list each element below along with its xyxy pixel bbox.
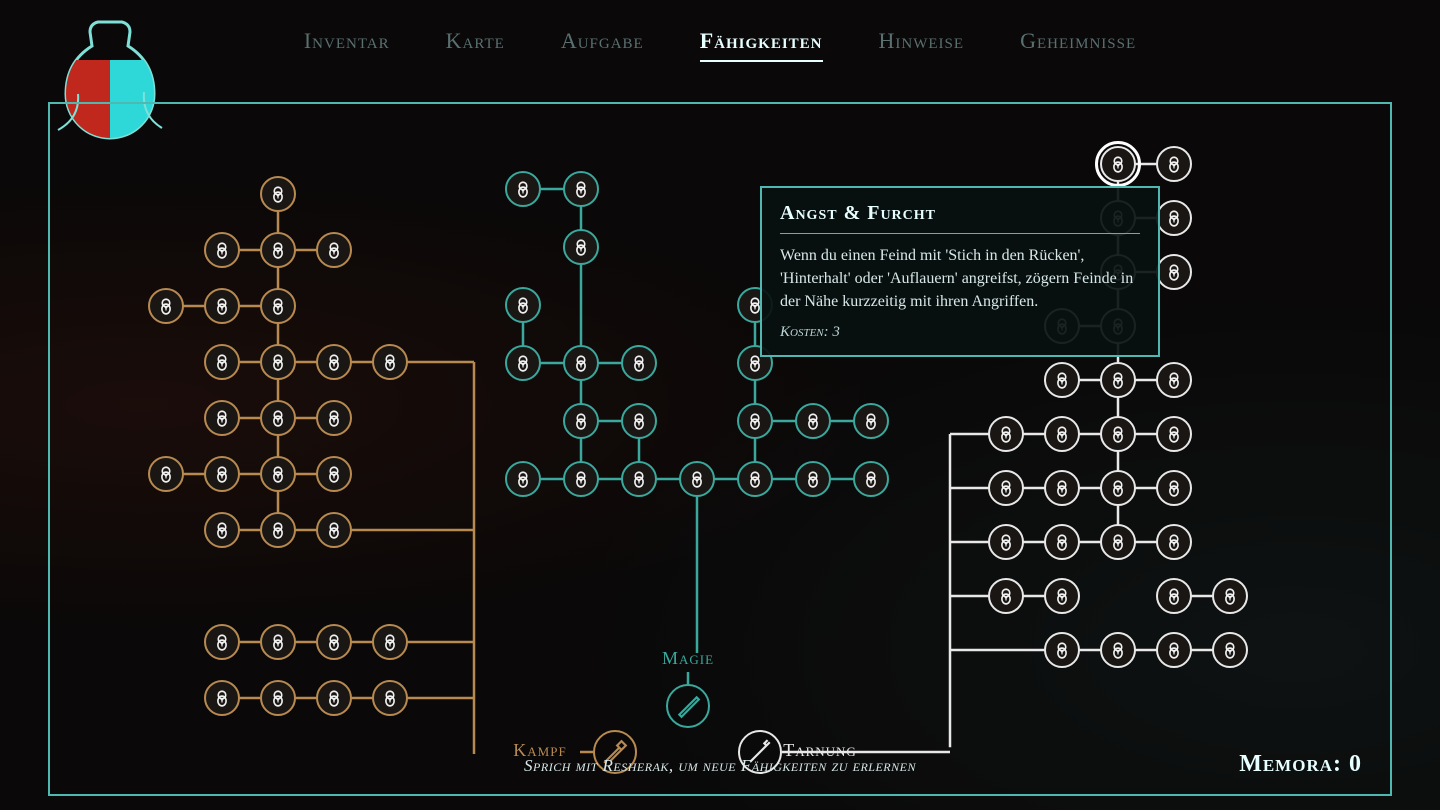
skill-node-c14[interactable] bbox=[316, 400, 352, 436]
skill-node-c16[interactable] bbox=[204, 456, 240, 492]
skill-node-s10[interactable] bbox=[1100, 362, 1136, 398]
skill-node-s17[interactable] bbox=[1044, 470, 1080, 506]
skill-tree-frame: KampfMagieTarnung Angst & Furcht Wenn du… bbox=[48, 102, 1392, 796]
nav-tab-hinweise[interactable]: Hinweise bbox=[879, 28, 965, 62]
nav-tab-aufgabe[interactable]: Aufgabe bbox=[561, 28, 644, 62]
skill-node-c19[interactable] bbox=[204, 512, 240, 548]
skill-node-m7[interactable] bbox=[563, 345, 599, 381]
skill-node-c2[interactable] bbox=[204, 232, 240, 268]
skill-node-c1[interactable] bbox=[260, 176, 296, 212]
skill-node-s2[interactable] bbox=[1156, 146, 1192, 182]
skill-node-c26[interactable] bbox=[204, 680, 240, 716]
skill-node-c13[interactable] bbox=[260, 400, 296, 436]
skill-node-s21[interactable] bbox=[1044, 524, 1080, 560]
skill-node-c27[interactable] bbox=[260, 680, 296, 716]
skill-node-s22[interactable] bbox=[1100, 524, 1136, 560]
skill-node-c5[interactable] bbox=[148, 288, 184, 324]
skill-node-c23[interactable] bbox=[260, 624, 296, 660]
skill-node-s27[interactable] bbox=[1212, 578, 1248, 614]
skill-node-c8[interactable] bbox=[204, 344, 240, 380]
tree-root-magic[interactable] bbox=[666, 684, 710, 728]
skill-node-c3[interactable] bbox=[260, 232, 296, 268]
top-nav: Inventar Karte Aufgabe Fähigkeiten Hinweise G… bbox=[0, 28, 1440, 62]
skill-node-c28[interactable] bbox=[316, 680, 352, 716]
nav-tab-geheimnisse[interactable]: Geheimnisse bbox=[1020, 28, 1136, 62]
skill-node-s13[interactable] bbox=[1044, 416, 1080, 452]
memora-counter: Memora: 0 bbox=[1239, 751, 1362, 778]
tooltip-body: Wenn du einen Feind mit 'Stich in den Rü… bbox=[780, 244, 1140, 314]
skill-node-c25[interactable] bbox=[372, 624, 408, 660]
skill-node-c24[interactable] bbox=[316, 624, 352, 660]
skill-node-s31[interactable] bbox=[1212, 632, 1248, 668]
skill-node-s16[interactable] bbox=[988, 470, 1024, 506]
skill-node-c29[interactable] bbox=[372, 680, 408, 716]
skill-node-m12[interactable] bbox=[737, 403, 773, 439]
skill-node-m17[interactable] bbox=[621, 461, 657, 497]
skill-node-c9[interactable] bbox=[260, 344, 296, 380]
skill-node-s20[interactable] bbox=[988, 524, 1024, 560]
skill-tooltip: Angst & Furcht Wenn du einen Feind mit '… bbox=[760, 186, 1160, 357]
skill-node-c18[interactable] bbox=[316, 456, 352, 492]
skill-node-s23[interactable] bbox=[1156, 524, 1192, 560]
skill-node-m6[interactable] bbox=[505, 345, 541, 381]
skill-node-c12[interactable] bbox=[204, 400, 240, 436]
nav-tab-fähigkeiten[interactable]: Fähigkeiten bbox=[700, 28, 823, 62]
skill-node-m8[interactable] bbox=[621, 345, 657, 381]
skill-node-c22[interactable] bbox=[204, 624, 240, 660]
skill-node-m19[interactable] bbox=[737, 461, 773, 497]
skill-node-s24[interactable] bbox=[988, 578, 1024, 614]
nav-tab-karte[interactable]: Karte bbox=[446, 28, 505, 62]
skill-node-m10[interactable] bbox=[563, 403, 599, 439]
skill-node-m14[interactable] bbox=[853, 403, 889, 439]
skill-node-m3[interactable] bbox=[563, 229, 599, 265]
skill-node-s18[interactable] bbox=[1100, 470, 1136, 506]
skill-node-s9[interactable] bbox=[1044, 362, 1080, 398]
skill-node-m21[interactable] bbox=[853, 461, 889, 497]
skill-node-c7[interactable] bbox=[260, 288, 296, 324]
skill-tree-area: KampfMagieTarnung bbox=[50, 104, 1390, 794]
nav-tab-inventar[interactable]: Inventar bbox=[304, 28, 390, 62]
skill-node-s26[interactable] bbox=[1156, 578, 1192, 614]
tree-label-magic: Magie bbox=[662, 648, 714, 669]
skill-node-m18[interactable] bbox=[679, 461, 715, 497]
skill-node-c21[interactable] bbox=[316, 512, 352, 548]
tooltip-cost: Kosten: 3 bbox=[780, 324, 1140, 341]
skill-node-m16[interactable] bbox=[563, 461, 599, 497]
skill-node-s25[interactable] bbox=[1044, 578, 1080, 614]
skill-node-s11[interactable] bbox=[1156, 362, 1192, 398]
skill-node-c4[interactable] bbox=[316, 232, 352, 268]
skill-node-m13[interactable] bbox=[795, 403, 831, 439]
skill-node-m2[interactable] bbox=[563, 171, 599, 207]
skill-node-c15[interactable] bbox=[148, 456, 184, 492]
skill-node-s30[interactable] bbox=[1156, 632, 1192, 668]
skill-node-m15[interactable] bbox=[505, 461, 541, 497]
skill-node-m4[interactable] bbox=[505, 287, 541, 323]
skill-node-m1[interactable] bbox=[505, 171, 541, 207]
skill-node-s14[interactable] bbox=[1100, 416, 1136, 452]
skill-node-c11[interactable] bbox=[372, 344, 408, 380]
skill-node-c20[interactable] bbox=[260, 512, 296, 548]
skill-node-s15[interactable] bbox=[1156, 416, 1192, 452]
skill-node-m11[interactable] bbox=[621, 403, 657, 439]
skill-node-s1[interactable] bbox=[1100, 146, 1136, 182]
skill-node-c6[interactable] bbox=[204, 288, 240, 324]
tooltip-title: Angst & Furcht bbox=[780, 202, 1140, 234]
skill-node-m20[interactable] bbox=[795, 461, 831, 497]
skill-node-s29[interactable] bbox=[1100, 632, 1136, 668]
skill-node-s19[interactable] bbox=[1156, 470, 1192, 506]
skill-node-s4[interactable] bbox=[1156, 200, 1192, 236]
skill-node-s6[interactable] bbox=[1156, 254, 1192, 290]
skill-node-c17[interactable] bbox=[260, 456, 296, 492]
hint-text: Sprich mit Resherak, um neue Fähigkeiten… bbox=[50, 756, 1390, 776]
skill-node-s28[interactable] bbox=[1044, 632, 1080, 668]
skill-node-c10[interactable] bbox=[316, 344, 352, 380]
skill-node-s12[interactable] bbox=[988, 416, 1024, 452]
